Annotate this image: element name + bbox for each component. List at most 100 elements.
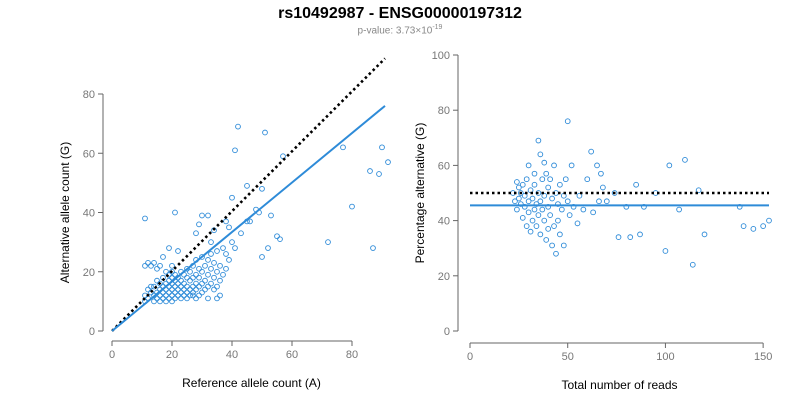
left-y-tick-label: 0 <box>89 326 95 338</box>
chart-subtitle: p-value: 3.73×10-19 <box>0 24 800 36</box>
left-data-point <box>184 283 190 290</box>
right-data-point <box>627 234 634 241</box>
left-data-point <box>232 147 238 154</box>
right-data-point <box>529 217 536 224</box>
left-data-point <box>166 295 172 302</box>
right-data-point <box>633 181 639 188</box>
left-data-point <box>190 289 196 296</box>
right-y-axis-label: Percentage alternative (G) <box>413 123 427 264</box>
right-data-point <box>596 198 602 205</box>
pvalue-exponent: -19 <box>432 24 443 31</box>
left-data-point <box>145 286 151 293</box>
right-data-point <box>590 209 596 216</box>
right-data-point <box>701 231 708 238</box>
left-data-point <box>202 277 208 284</box>
right-data-point <box>682 157 688 163</box>
left-data-point <box>199 289 205 296</box>
left-data-point <box>187 292 193 299</box>
left-data-point <box>238 230 244 237</box>
right-data-point <box>545 203 552 210</box>
right-data-point <box>695 187 702 194</box>
right-data-point <box>553 250 559 257</box>
left-data-point <box>217 277 223 284</box>
right-data-point <box>566 212 573 218</box>
left-x-tick-label: 60 <box>286 349 298 361</box>
right-data-point <box>545 184 552 191</box>
left-data-point <box>160 254 166 260</box>
left-data-point <box>244 182 250 189</box>
left-data-point <box>202 286 208 293</box>
right-data-point <box>521 203 528 210</box>
left-data-point <box>223 218 229 225</box>
left-x-axis-label: Reference allele count (A) <box>182 376 321 390</box>
left-data-point <box>211 286 217 293</box>
left-data-point <box>166 289 172 296</box>
right-data-point <box>516 195 522 202</box>
right-data-point <box>543 170 550 177</box>
left-data-point <box>175 286 181 293</box>
right-data-point <box>525 209 532 216</box>
pvalue-text: p-value: 3.73×10 <box>357 25 433 37</box>
left-data-point <box>148 283 154 290</box>
right-data-point <box>537 151 544 158</box>
left-data-point <box>172 209 178 216</box>
left-data-point <box>223 251 229 257</box>
right-data-point <box>615 234 622 241</box>
left-data-point <box>259 185 265 192</box>
left-data-point <box>163 268 169 275</box>
left-data-point <box>142 262 148 269</box>
left-data-point <box>235 123 241 130</box>
left-data-point <box>208 280 214 287</box>
left-data-point <box>181 286 187 293</box>
left-data-point <box>163 292 169 299</box>
left-data-point <box>211 274 217 281</box>
left-data-point <box>157 280 163 287</box>
left-data-point <box>196 265 202 272</box>
left-data-point <box>175 292 181 299</box>
right-data-point <box>519 214 526 221</box>
left-data-point <box>325 239 331 245</box>
left-data-point <box>265 245 271 251</box>
right-data-point <box>529 195 536 202</box>
left-data-point <box>169 298 175 305</box>
left-data-point <box>154 277 160 284</box>
left-x-tick-label: 80 <box>346 349 358 361</box>
right-data-point <box>545 226 552 232</box>
chart-title: rs10492987 - ENSG00000197312 <box>278 5 522 22</box>
right-data-point <box>533 223 540 229</box>
right-data-point <box>588 148 595 155</box>
right-data-point <box>541 159 548 166</box>
left-data-point <box>187 286 193 293</box>
left-data-point <box>190 292 196 299</box>
right-data-point <box>539 206 546 213</box>
left-data-point <box>172 283 178 290</box>
right-data-point <box>547 212 553 218</box>
right-data-point <box>666 162 673 169</box>
left-data-point <box>151 298 157 305</box>
right-data-point <box>555 217 561 224</box>
right-data-point <box>760 223 766 229</box>
right-data-point <box>736 203 743 210</box>
left-data-point <box>211 260 217 266</box>
left-data-point <box>277 236 283 243</box>
left-data-point <box>367 168 373 174</box>
right-data-point <box>600 184 606 191</box>
left-data-point <box>199 254 205 260</box>
left-data-point <box>214 248 220 254</box>
left-data-point <box>157 298 163 305</box>
left-data-point <box>166 245 172 251</box>
left-data-point <box>184 265 190 272</box>
left-data-point <box>193 280 199 287</box>
right-data-point <box>576 192 583 199</box>
left-data-point <box>220 245 226 251</box>
left-data-point <box>178 283 184 290</box>
right-data-point <box>523 176 530 183</box>
left-data-point <box>157 292 163 299</box>
right-data-point <box>541 192 548 199</box>
left-data-point <box>154 295 160 302</box>
left-data-point <box>226 224 232 231</box>
left-data-point <box>172 271 178 278</box>
right-data-point <box>523 223 530 229</box>
left-data-point <box>196 274 202 281</box>
